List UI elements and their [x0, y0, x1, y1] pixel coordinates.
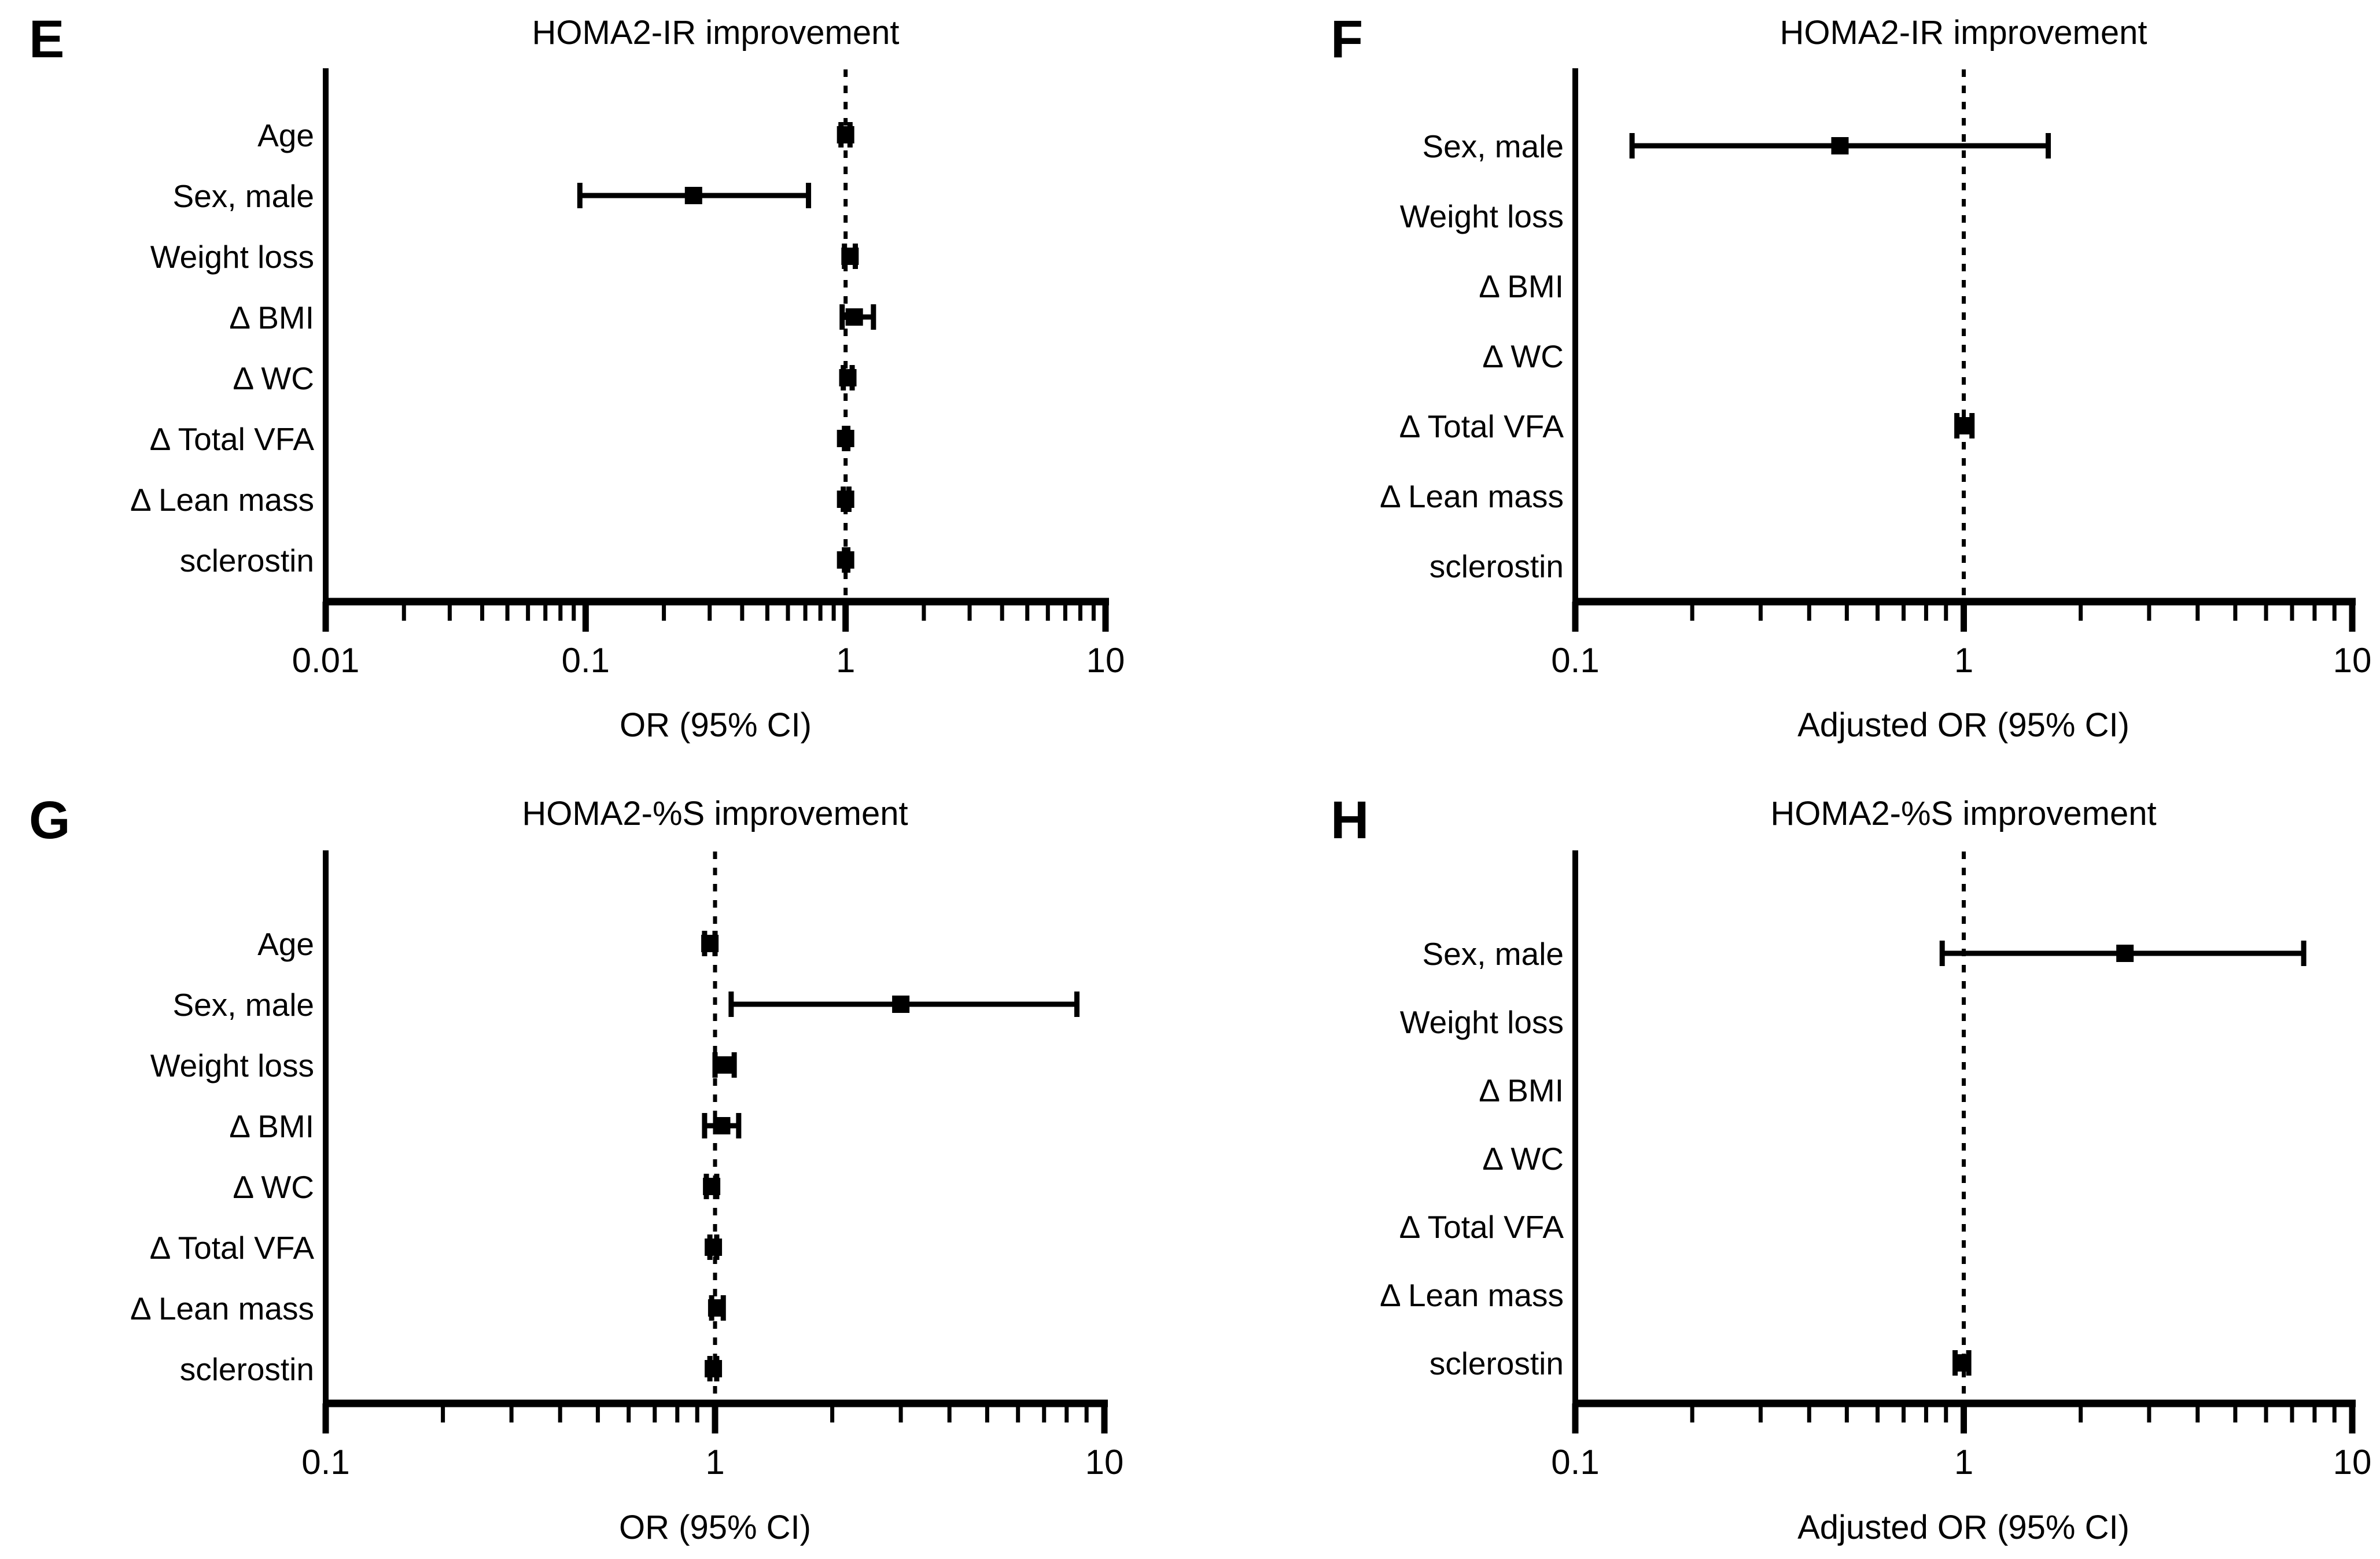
- row-label: Δ WC: [233, 1169, 314, 1205]
- row-label: sclerostin: [1430, 548, 1564, 584]
- x-tick-label: 1: [705, 1443, 724, 1481]
- row-label: Age: [257, 117, 314, 153]
- row-label: Δ Lean mass: [1380, 478, 1564, 514]
- forest-marker: [837, 491, 854, 508]
- x-tick-label: 10: [1085, 1443, 1124, 1481]
- row-label: Weight loss: [150, 239, 314, 275]
- panel-F-title: HOMA2-IR improvement: [1780, 14, 2147, 51]
- row-label: Weight loss: [1400, 1004, 1564, 1040]
- row-label: Δ BMI: [229, 300, 314, 336]
- x-tick-label: 10: [2333, 641, 2372, 680]
- panel-E-plot: 0.01 0.1 1 10 Age Sex, male Weight loss Δ BMI Δ …: [130, 68, 1125, 680]
- forest-marker: [1955, 417, 1973, 434]
- x-tick-label: 10: [2333, 1443, 2372, 1481]
- row-label: Sex, male: [172, 178, 314, 214]
- x-tick-label: 0.1: [562, 641, 610, 680]
- row-label: Sex, male: [1422, 128, 1564, 164]
- forest-marker: [705, 1239, 723, 1256]
- forest-marker: [839, 369, 857, 386]
- forest-marker: [2116, 945, 2134, 962]
- panel-G-title: HOMA2-%S improvement: [522, 795, 908, 832]
- row-label: Δ Total VFA: [1399, 1209, 1564, 1245]
- x-tick-label: 0.1: [1551, 641, 1599, 680]
- x-tick-label: 1: [1954, 641, 1973, 680]
- row-label: Δ BMI: [1479, 268, 1564, 304]
- panel-H-plot: 0.1 1 10 Sex, male Weight loss Δ BMI Δ WC Δ Tot…: [1380, 850, 2372, 1481]
- row-label: Δ WC: [1482, 1141, 1564, 1177]
- row-label: Age: [257, 926, 314, 962]
- x-tick-label: 10: [1086, 641, 1125, 680]
- row-label: Sex, male: [172, 987, 314, 1023]
- panel-letter-G: G: [29, 791, 71, 850]
- row-label: Δ Lean mass: [130, 1291, 314, 1326]
- panel-letter-F: F: [1331, 10, 1364, 69]
- x-tick-label: 1: [1954, 1443, 1973, 1481]
- row-label: Δ WC: [233, 360, 314, 396]
- panel-E-xaxis-label: OR (95% CI): [620, 706, 812, 744]
- row-label: Δ BMI: [229, 1108, 314, 1144]
- row-label: sclerostin: [180, 543, 314, 578]
- row-label: Sex, male: [1422, 936, 1564, 972]
- row-label: sclerostin: [180, 1351, 314, 1387]
- panel-letter-H: H: [1331, 791, 1369, 850]
- forest-marker: [892, 996, 910, 1013]
- forest-marker: [837, 430, 854, 447]
- forest-marker: [837, 126, 854, 143]
- forest-marker: [703, 1178, 721, 1195]
- forest-marker: [705, 1360, 723, 1377]
- panel-G-xaxis-label: OR (95% CI): [619, 1509, 811, 1546]
- row-label: Weight loss: [150, 1048, 314, 1083]
- forest-marker: [837, 551, 854, 569]
- panel-F-plot: 0.1 1 10 Sex, male Weight loss Δ BMI Δ WC Δ Tot…: [1380, 68, 2372, 680]
- x-tick-label: 0.1: [1551, 1443, 1599, 1481]
- forest-marker: [845, 308, 863, 326]
- row-label: sclerostin: [1430, 1346, 1564, 1381]
- row-label: Δ Lean mass: [130, 482, 314, 518]
- forest-marker: [701, 935, 719, 952]
- forest-marker: [1953, 1354, 1971, 1372]
- x-tick-label: 0.1: [301, 1443, 349, 1481]
- x-tick-label: 1: [836, 641, 855, 680]
- row-label: Δ Lean mass: [1380, 1277, 1564, 1313]
- forest-marker: [841, 248, 859, 265]
- row-label: Δ WC: [1482, 338, 1564, 374]
- forest-marker: [713, 1117, 731, 1134]
- row-label: Weight loss: [1400, 198, 1564, 234]
- row-label: Δ BMI: [1479, 1072, 1564, 1108]
- row-label: Δ Total VFA: [150, 1230, 315, 1266]
- panel-letter-E: E: [29, 10, 65, 69]
- panel-H-xaxis-label: Adjusted OR (95% CI): [1797, 1509, 2130, 1546]
- panel-G-plot: 0.1 1 10 Age Sex, male Weight loss Δ BMI Δ WC Δ …: [130, 850, 1124, 1481]
- forest-marker: [716, 1056, 734, 1074]
- panel-F-xaxis-label: Adjusted OR (95% CI): [1797, 706, 2130, 744]
- row-label: Δ Total VFA: [1399, 408, 1564, 444]
- row-label: Δ Total VFA: [150, 421, 315, 457]
- forest-marker: [708, 1299, 725, 1317]
- panel-E-title: HOMA2-IR improvement: [532, 14, 900, 51]
- panel-H-title: HOMA2-%S improvement: [1770, 795, 2157, 832]
- x-tick-label: 0.01: [292, 641, 360, 680]
- forest-marker: [1831, 137, 1849, 154]
- forest-marker: [684, 187, 702, 204]
